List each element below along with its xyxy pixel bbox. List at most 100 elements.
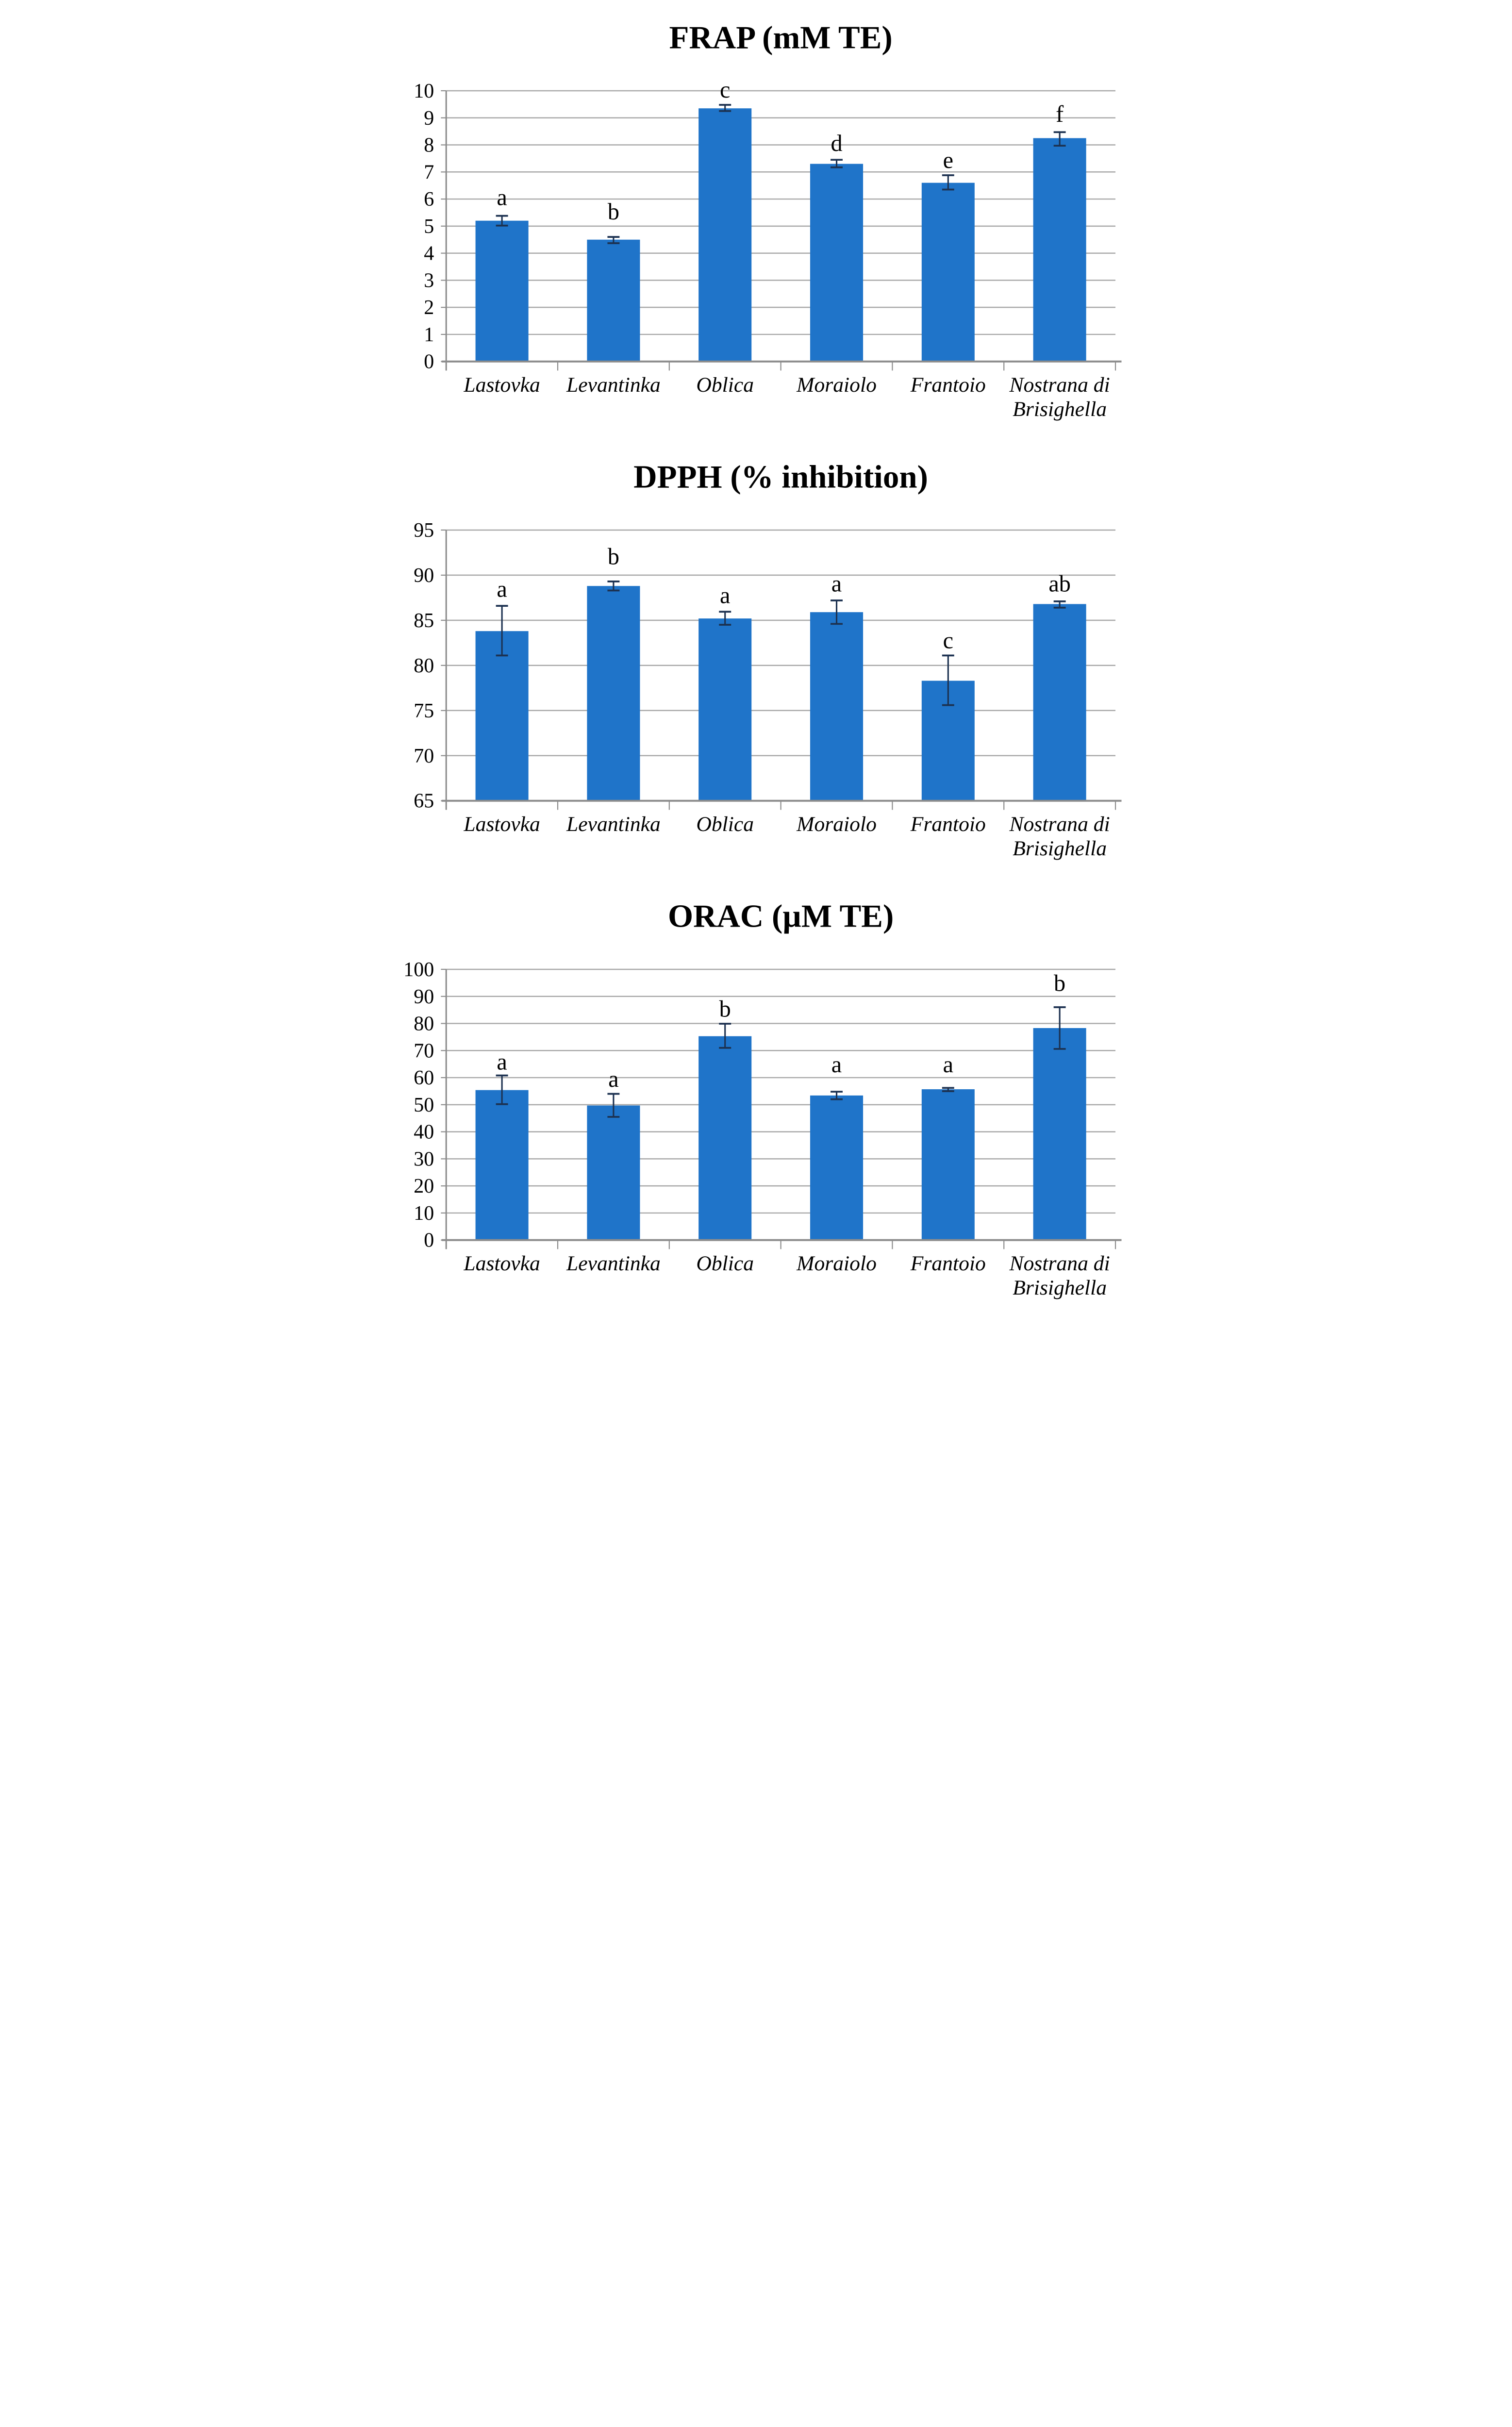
x-category-label-line: Nostrana di [1009,813,1110,836]
bar-oblica [698,618,751,801]
bar-chart-svg: 0 10 20 30 40 50 60 70 80 90 100 a Lastovka a Levantin… [378,879,1134,1318]
sig-letter-nostrana-di-brisighella: b [1054,971,1065,997]
x-category-label: Levantinka [566,1252,661,1275]
error-bar-oblica [718,104,731,112]
bar-oblica [698,1036,751,1241]
y-tick-label: 80 [414,1013,434,1035]
bar-nostrana-di-brisighella [1033,604,1086,801]
figure-page: 0 1 2 3 4 5 6 7 8 9 10 a Lastovka b Levantinka c Oblica d… [378,0,1134,1318]
y-tick-label: 6 [424,188,434,211]
y-tick-label: 90 [414,565,434,587]
bar-levantinka [586,586,640,801]
y-tick-label: 75 [414,700,434,722]
x-category-label-line: Moraiolo [796,373,877,397]
y-tick-label: 80 [414,655,434,677]
y-tick-label: 8 [424,134,434,157]
error-bar-levantinka [607,236,619,244]
y-tick-label: 20 [414,1176,434,1198]
sig-letter-frantoio: a [943,1052,953,1078]
x-category-label-line: Frantoio [910,813,985,836]
x-category-label: Levantinka [566,813,661,836]
error-bar-levantinka [607,1093,619,1118]
x-category-label: Frantoio [910,373,985,397]
bar-lastovka [475,1090,529,1241]
x-category-label-line: Lastovka [463,373,540,397]
x-category-label: Nostrana di Brisighella [1009,1252,1110,1299]
chart-background [378,0,1134,440]
y-tick-label: 70 [414,745,434,767]
sig-letter-lastovka: a [497,577,507,602]
x-category-label: Moraiolo [796,1252,877,1275]
bar-lastovka [475,631,529,801]
y-tick-label: 9 [424,107,434,130]
y-tick-label: 85 [414,610,434,632]
bar-moraiolo [810,612,863,801]
error-bar-moraiolo [830,599,843,625]
y-tick-label: 4 [424,243,434,265]
bar-nostrana-di-brisighella [1033,138,1086,362]
y-tick-label: 50 [414,1094,434,1116]
y-tick-label: 65 [414,790,434,813]
error-bar-oblica [718,611,731,626]
y-tick-label: 100 [403,959,434,981]
y-tick-label: 5 [424,216,434,238]
x-category-label: Nostrana di Brisighella [1009,813,1110,860]
bar-levantinka [586,239,640,362]
error-bar-frantoio [942,654,954,706]
y-tick-label: 3 [424,269,434,292]
x-category-label: Nostrana di Brisighella [1009,373,1110,421]
x-category-label: Lastovka [463,1252,540,1275]
x-category-label-line: Lastovka [463,1252,540,1275]
error-bar-frantoio [942,174,954,191]
bar-chart-svg: 65 70 75 80 85 90 95 a Lastovka b Levantinka a Oblic… [378,439,1134,879]
sig-letter-levantinka: b [607,199,619,225]
x-category-label-line: Brisighella [1013,1276,1107,1299]
x-category-label-line: Oblica [696,813,754,836]
y-tick-label: 0 [424,351,434,373]
chart-dpph: 65 70 75 80 85 90 95 a Lastovka b Levantinka a Oblic… [378,439,1134,879]
y-tick-label: 1 [424,324,434,346]
x-category-label-line: Lastovka [463,813,540,836]
chart-title: FRAP (mM TE) [669,20,892,56]
sig-letter-levantinka: b [607,544,619,570]
sig-letter-oblica: c [720,77,730,103]
x-category-label-line: Brisighella [1013,398,1107,421]
error-bar-oblica [718,1023,731,1049]
sig-letter-moraiolo: d [831,131,842,156]
x-category-label-line: Nostrana di [1009,373,1110,397]
sig-letter-frantoio: e [943,148,953,173]
error-bar-nostrana-di-brisighella [1053,131,1066,147]
x-category-label: Levantinka [566,373,661,397]
y-tick-label: 10 [414,1202,434,1225]
chart-title: DPPH (% inhibition) [633,459,928,495]
x-category-label-line: Frantoio [910,373,985,397]
sig-letter-nostrana-di-brisighella: ab [1048,571,1071,597]
y-tick-label: 7 [424,161,434,183]
x-category-label: Frantoio [910,1252,985,1275]
sig-letter-lastovka: a [497,184,507,210]
y-tick-label: 30 [414,1148,434,1171]
error-bar-moraiolo [830,1091,843,1100]
x-category-label-line: Levantinka [566,813,661,836]
sig-letter-oblica: b [719,997,731,1022]
error-bar-lastovka [496,605,508,657]
x-category-label: Lastovka [463,373,540,397]
y-tick-label: 60 [414,1067,434,1089]
error-bar-levantinka [607,581,619,592]
bar-moraiolo [810,164,863,362]
error-bar-frantoio [942,1087,954,1093]
bar-frantoio [921,1089,975,1241]
bar-oblica [698,108,751,362]
chart-orac: 0 10 20 30 40 50 60 70 80 90 100 a Lastovka a Levantin… [378,879,1134,1318]
sig-letter-levantinka: a [608,1066,618,1092]
x-category-label: Moraiolo [796,813,877,836]
sig-letter-lastovka: a [497,1049,507,1075]
x-category-label-line: Oblica [696,373,754,397]
bar-frantoio [921,183,975,362]
bar-chart-svg: 0 1 2 3 4 5 6 7 8 9 10 a Lastovka b Levantinka c Oblica d… [378,0,1134,440]
y-tick-label: 0 [424,1230,434,1252]
bar-nostrana-di-brisighella [1033,1028,1086,1241]
x-category-label-line: Levantinka [566,373,661,397]
y-tick-label: 10 [414,80,434,102]
y-tick-label: 2 [424,297,434,319]
